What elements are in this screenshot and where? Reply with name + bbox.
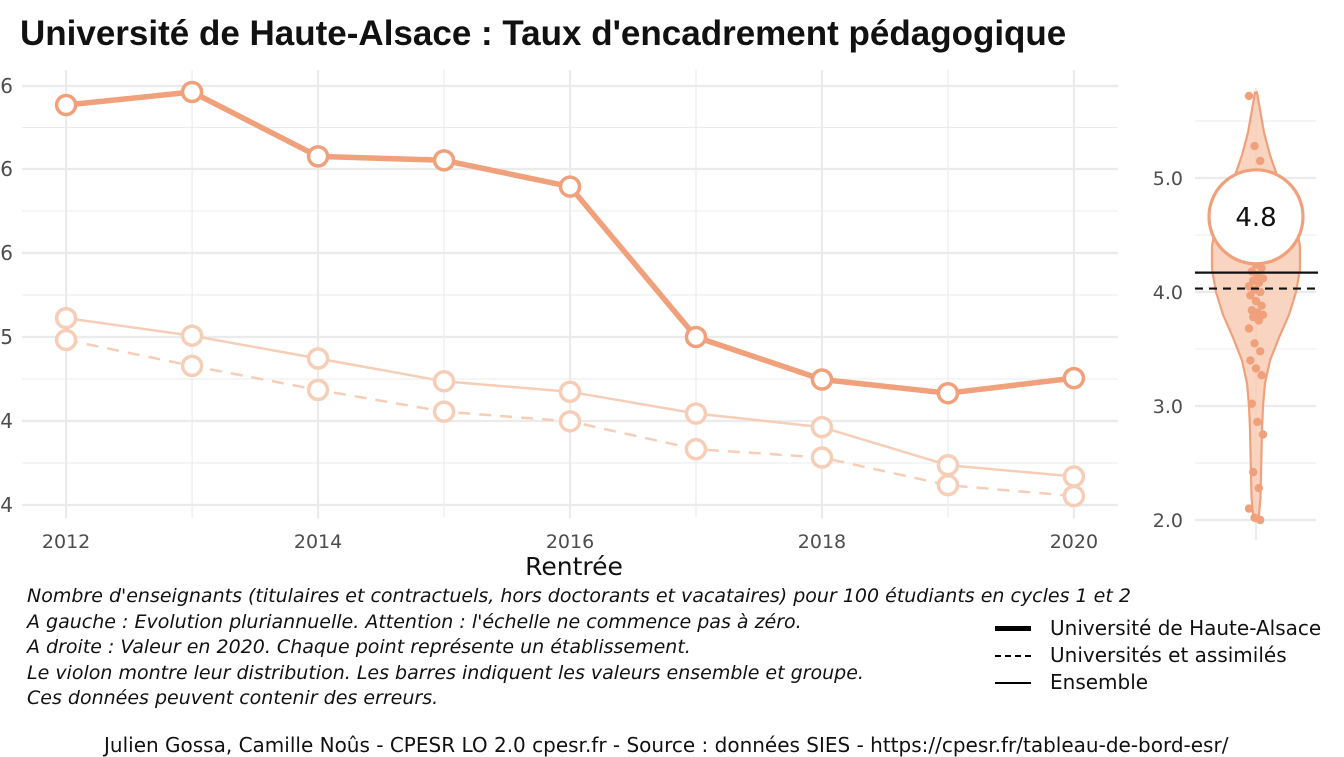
violin-point bbox=[1250, 339, 1259, 348]
data-point bbox=[558, 380, 582, 404]
chart-title: Université de Haute-Alsace : Taux d'enca… bbox=[20, 14, 1067, 53]
violin-point bbox=[1256, 287, 1265, 297]
left-grid bbox=[22, 70, 1118, 518]
data-point bbox=[54, 306, 78, 330]
data-point bbox=[1062, 484, 1086, 508]
y-tick-label: 2.0 bbox=[1153, 510, 1183, 532]
x-axis-title: Rentrée bbox=[525, 552, 623, 581]
x-tick-label: 2012 bbox=[42, 531, 90, 553]
series-universit-s-et-assimil-s bbox=[54, 328, 1086, 508]
violin-point bbox=[1254, 278, 1264, 288]
data-point bbox=[432, 149, 456, 172]
violin-point bbox=[1246, 356, 1255, 365]
x-tick-label: 2014 bbox=[294, 531, 342, 553]
legend-label: Ensemble bbox=[1050, 670, 1149, 694]
data-point bbox=[306, 347, 330, 370]
violin-point bbox=[1244, 504, 1254, 513]
legend-key-dashed bbox=[995, 655, 1031, 657]
data-point bbox=[558, 175, 582, 198]
violin-point bbox=[1253, 417, 1262, 427]
data-point bbox=[54, 93, 78, 117]
x-tick-label: 2016 bbox=[546, 531, 594, 553]
data-point bbox=[1062, 465, 1086, 488]
violin-point bbox=[1256, 156, 1265, 166]
violin-point bbox=[1258, 430, 1268, 439]
y-tick-label: 4 bbox=[0, 409, 13, 433]
y-tick-label: 5.0 bbox=[1153, 168, 1183, 190]
violin-point bbox=[1257, 371, 1266, 380]
data-point bbox=[180, 80, 204, 104]
y-tick-label: 4.0 bbox=[1153, 282, 1183, 304]
caption-line: Ces données peuvent contenir des erreurs… bbox=[27, 687, 439, 709]
violin-point bbox=[1251, 296, 1261, 306]
data-point bbox=[810, 415, 834, 439]
data-point bbox=[432, 370, 456, 393]
data-point bbox=[54, 328, 78, 352]
highlight-bubble bbox=[1207, 168, 1305, 266]
violin-point bbox=[1244, 324, 1254, 333]
x-tick-label: 2018 bbox=[798, 531, 846, 553]
caption-line: Nombre d'enseignants (titulaires et cont… bbox=[27, 585, 1131, 607]
violin-point bbox=[1251, 364, 1261, 373]
data-point bbox=[936, 453, 960, 477]
credit: Julien Gossa, Camille Noûs - CPESR LO 2.… bbox=[104, 733, 1229, 757]
x-tick-label: 2020 bbox=[1050, 531, 1098, 553]
data-point bbox=[684, 402, 708, 425]
data-point bbox=[684, 325, 708, 349]
violin-shape bbox=[1210, 91, 1302, 523]
violin-point bbox=[1249, 467, 1258, 477]
series-universit-de-haute-alsace bbox=[54, 80, 1086, 405]
data-point bbox=[306, 378, 330, 402]
data-point bbox=[936, 473, 960, 497]
y-tick-label: 6 bbox=[0, 241, 13, 265]
violin-point bbox=[1254, 316, 1264, 325]
data-point bbox=[936, 381, 960, 405]
legend-label: Universités et assimilés bbox=[1050, 643, 1287, 667]
data-point bbox=[180, 324, 204, 347]
y-tick-label: 6 bbox=[0, 74, 13, 98]
caption-line: Le violon montre leur distribution. Les … bbox=[27, 661, 864, 684]
chart-canvas: 6 6 6 5 4 4 2012 2014 2016 2018 2020 Rentrée 2.0 3.0 4… bbox=[0, 70, 1318, 581]
violin-point bbox=[1244, 91, 1254, 101]
caption: Nombre d'enseignants (titulaires et cont… bbox=[27, 584, 1131, 712]
violin-point bbox=[1250, 141, 1259, 151]
legend-label: Université de Haute-Alsace bbox=[1050, 616, 1322, 640]
violin-point bbox=[1254, 483, 1264, 493]
violin-point bbox=[1256, 515, 1265, 525]
y-tick-label: 3.0 bbox=[1153, 396, 1183, 418]
violin-point bbox=[1247, 399, 1257, 408]
violin-point bbox=[1246, 291, 1255, 300]
data-point bbox=[558, 410, 582, 433]
series-ensemble bbox=[54, 306, 1086, 488]
y-tick-label: 4 bbox=[0, 493, 13, 517]
data-point bbox=[1062, 366, 1086, 390]
data-point bbox=[180, 354, 204, 378]
data-point bbox=[684, 437, 708, 461]
legend-key-thick bbox=[995, 626, 1031, 631]
caption-line: A gauche : Evolution pluriannuelle. Atte… bbox=[27, 610, 802, 633]
violin-point bbox=[1256, 347, 1265, 356]
data-point bbox=[306, 145, 330, 168]
legend-key-solid bbox=[995, 682, 1031, 684]
violin-point bbox=[1257, 263, 1266, 273]
y-tick-label: 5 bbox=[0, 325, 13, 349]
data-point bbox=[432, 400, 456, 423]
y-tick-label: 6 bbox=[0, 157, 13, 181]
data-point bbox=[810, 368, 834, 391]
violin-point bbox=[1257, 301, 1266, 310]
data-point bbox=[810, 446, 834, 469]
caption-line: A droite : Valeur en 2020. Chaque point … bbox=[27, 636, 691, 658]
highlight-value-label: 4.8 bbox=[1235, 203, 1276, 233]
